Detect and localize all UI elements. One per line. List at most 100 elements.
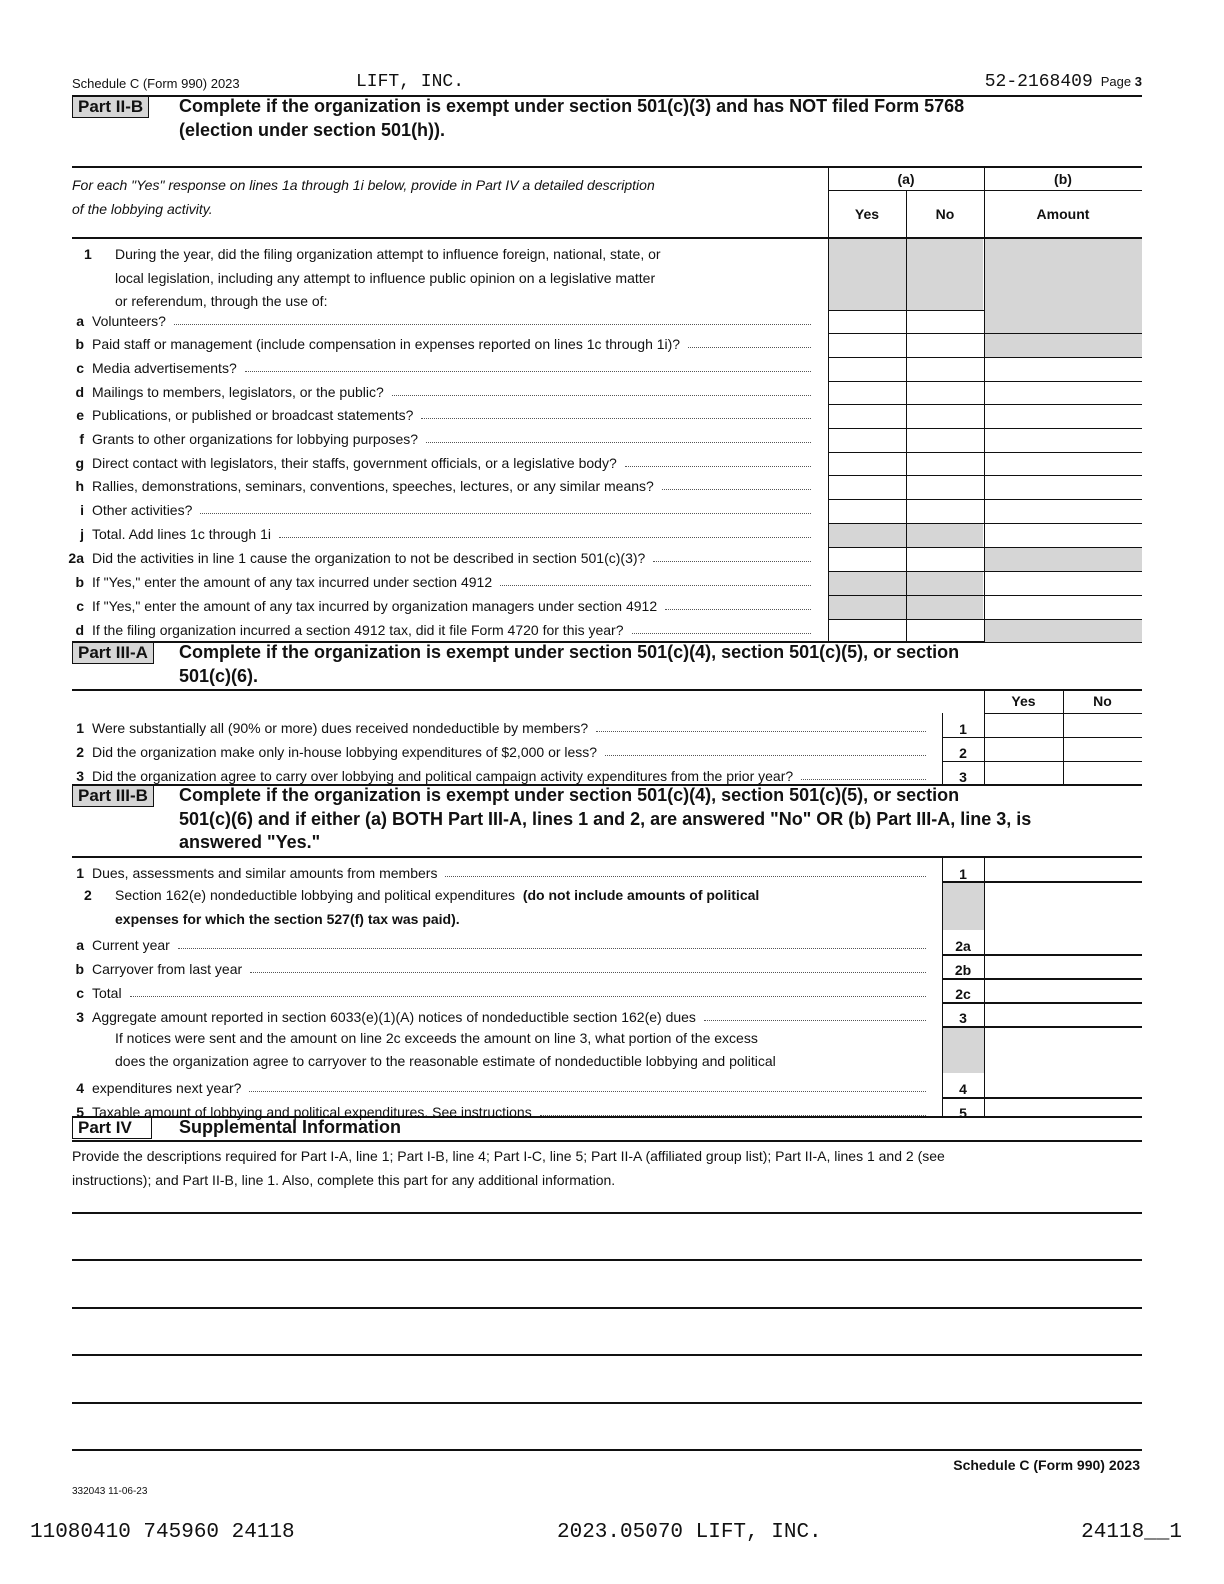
writing-line: [72, 1402, 1142, 1404]
divider: [828, 571, 1142, 572]
divider: [942, 954, 1142, 956]
part-iv-title: Supplemental Information: [179, 1117, 402, 1137]
amount-field-a[interactable]: [985, 311, 1141, 332]
line-label: Did the organization agree to carry over…: [92, 768, 794, 784]
line-item: i Other activities?: [54, 500, 815, 518]
amount-field-g[interactable]: [985, 453, 1141, 474]
amount-field-e[interactable]: [985, 405, 1141, 427]
divider: [72, 641, 1142, 643]
no-checkbox-2[interactable]: [1064, 738, 1141, 760]
yes-checkbox-j[interactable]: [829, 524, 905, 546]
amount-field-d[interactable]: [985, 620, 1141, 641]
dot-leader: [391, 395, 811, 396]
line-item: c Total: [54, 983, 930, 1001]
divider: [72, 856, 1142, 858]
no-checkbox-i[interactable]: [907, 500, 983, 522]
amount-field-line2c[interactable]: [985, 979, 1141, 1001]
amount-field-line5[interactable]: [985, 1098, 1141, 1116]
no-checkbox-c[interactable]: [907, 596, 983, 618]
yes-checkbox-e[interactable]: [829, 405, 905, 427]
no-checkbox-b[interactable]: [907, 334, 983, 356]
yes-checkbox-d[interactable]: [829, 620, 905, 641]
no-checkbox-a[interactable]: [907, 311, 983, 332]
yes-checkbox-2a[interactable]: [829, 548, 905, 570]
line-note: (do not include amounts of political: [522, 887, 760, 903]
amount-field-line4[interactable]: [985, 1074, 1141, 1096]
yes-checkbox-a[interactable]: [829, 311, 905, 332]
amount-field-f[interactable]: [985, 429, 1141, 451]
dot-leader: [249, 1091, 926, 1092]
yes-checkbox-h[interactable]: [829, 476, 905, 498]
amount-field-h[interactable]: [985, 476, 1141, 498]
divider: [828, 523, 1142, 524]
line-label: Rallies, demonstrations, seminars, conve…: [92, 478, 654, 494]
line-item: b Paid staff or management (include compe…: [54, 334, 815, 352]
line-number-box: 2b: [954, 962, 972, 978]
yes-checkbox-c[interactable]: [829, 596, 905, 618]
line-item: c Media advertisements?: [54, 358, 815, 376]
supplemental-info-textarea[interactable]: [72, 1196, 1142, 1451]
intro-text: For each "Yes" response on lines 1a thro…: [72, 177, 655, 193]
divider: [828, 310, 984, 311]
line-item: d Mailings to members, legislators, or th…: [54, 382, 815, 400]
yes-checkbox-c[interactable]: [829, 358, 905, 380]
amount-field-d[interactable]: [985, 382, 1141, 403]
no-checkbox-3[interactable]: [1064, 762, 1141, 784]
amount-field-line2a[interactable]: [985, 931, 1141, 953]
yes-checkbox-b[interactable]: [829, 334, 905, 356]
yes-checkbox-b[interactable]: [829, 572, 905, 594]
part-iv-label: Part IV: [72, 1117, 152, 1139]
no-checkbox-g[interactable]: [907, 453, 983, 474]
yes-checkbox-d[interactable]: [829, 382, 905, 403]
yes-checkbox-g[interactable]: [829, 453, 905, 474]
dot-leader: [653, 561, 811, 562]
no-checkbox-d[interactable]: [907, 620, 983, 641]
yes-checkbox-f[interactable]: [829, 429, 905, 451]
line-label: If "Yes," enter the amount of any tax in…: [92, 598, 658, 614]
amount-field-b[interactable]: [985, 572, 1141, 594]
no-checkbox-b[interactable]: [907, 572, 983, 594]
no-checkbox-f[interactable]: [907, 429, 983, 451]
title-line: Complete if the organization is exempt u…: [179, 785, 960, 805]
yes-checkbox-3[interactable]: [985, 762, 1062, 784]
shaded-cell: [985, 619, 1142, 642]
amount-field-i[interactable]: [985, 500, 1141, 522]
amount-field-line3[interactable]: [985, 1003, 1141, 1025]
amount-field-line2b[interactable]: [985, 955, 1141, 977]
shaded-cell: [943, 881, 984, 930]
line-item: 2 Did the organization make only in-house…: [54, 742, 930, 760]
line-label: Volunteers?: [92, 313, 166, 329]
line-number: b: [75, 961, 84, 977]
dot-leader: [129, 996, 926, 997]
yes-checkbox-i[interactable]: [829, 500, 905, 522]
amount-field-c[interactable]: [985, 596, 1141, 618]
line-label: Grants to other organizations for lobbyi…: [92, 431, 419, 447]
dot-leader: [624, 466, 811, 467]
no-checkbox-c[interactable]: [907, 358, 983, 380]
line-number-box: 2: [959, 745, 967, 761]
divider: [942, 1002, 1142, 1004]
divider: [72, 689, 1142, 691]
line-number: 5: [76, 1104, 84, 1120]
no-checkbox-1[interactable]: [1064, 714, 1141, 736]
divider: [828, 404, 1142, 405]
yes-checkbox-1[interactable]: [985, 714, 1062, 736]
col-no-header: No: [1093, 693, 1112, 709]
yes-checkbox-2[interactable]: [985, 738, 1062, 760]
part-iiib-label: Part III-B: [72, 785, 154, 807]
amount-field-j[interactable]: [985, 524, 1141, 546]
no-checkbox-h[interactable]: [907, 476, 983, 498]
no-checkbox-d[interactable]: [907, 382, 983, 403]
amount-field-c[interactable]: [985, 358, 1141, 380]
line-number: a: [76, 937, 84, 953]
dot-leader: [596, 731, 926, 732]
amount-field-line1[interactable]: [985, 859, 1141, 880]
no-checkbox-e[interactable]: [907, 405, 983, 427]
amount-field-b[interactable]: [985, 334, 1141, 356]
amount-field-2a[interactable]: [985, 548, 1141, 570]
no-checkbox-j[interactable]: [907, 524, 983, 546]
no-checkbox-2a[interactable]: [907, 548, 983, 570]
bottom-center-code: 2023.05070 LIFT, INC.: [557, 1521, 822, 1544]
dot-leader: [421, 418, 811, 419]
